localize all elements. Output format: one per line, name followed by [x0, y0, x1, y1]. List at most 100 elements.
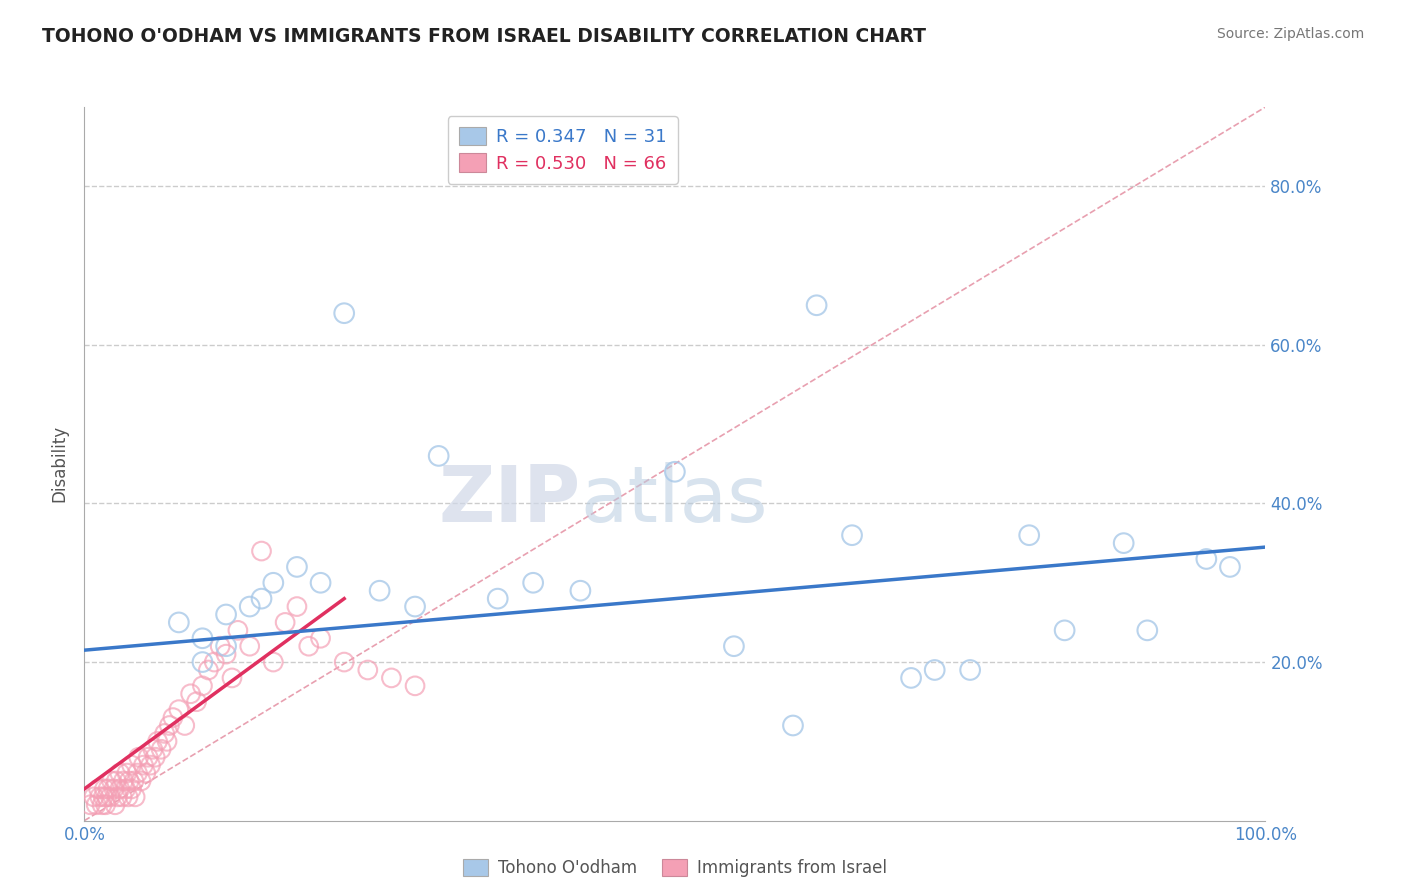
Point: [79, 797, 101, 812]
Point: [723, 639, 745, 653]
Point: [486, 591, 509, 606]
Point: [94, 797, 117, 812]
Point: [191, 632, 214, 646]
Point: [427, 449, 450, 463]
Point: [250, 544, 273, 558]
Point: [96, 789, 118, 804]
Point: [664, 465, 686, 479]
Point: [285, 560, 308, 574]
Point: [368, 583, 391, 598]
Point: [357, 663, 380, 677]
Point: [191, 655, 214, 669]
Point: [239, 599, 262, 614]
Point: [129, 774, 152, 789]
Point: [143, 750, 166, 764]
Point: [98, 789, 121, 804]
Point: [1136, 624, 1159, 638]
Point: [83, 789, 105, 804]
Point: [221, 671, 243, 685]
Point: [107, 789, 129, 804]
Point: [108, 781, 131, 796]
Point: [115, 766, 138, 780]
Point: [333, 306, 356, 320]
Point: [1112, 536, 1135, 550]
Point: [100, 774, 122, 789]
Point: [89, 789, 111, 804]
Point: [87, 781, 110, 796]
Point: [1018, 528, 1040, 542]
Point: [404, 599, 426, 614]
Point: [191, 679, 214, 693]
Point: [180, 687, 202, 701]
Point: [167, 703, 190, 717]
Point: [112, 774, 135, 789]
Point: [91, 797, 114, 812]
Point: [262, 655, 284, 669]
Point: [150, 742, 173, 756]
Point: [1219, 560, 1241, 574]
Point: [136, 750, 159, 764]
Point: [118, 774, 141, 789]
Point: [262, 575, 284, 590]
Point: [153, 726, 176, 740]
Point: [108, 766, 131, 780]
Point: [128, 750, 150, 764]
Point: [309, 575, 332, 590]
Point: [522, 575, 544, 590]
Point: [1053, 624, 1076, 638]
Point: [91, 789, 114, 804]
Point: [274, 615, 297, 630]
Point: [806, 298, 828, 312]
Text: ZIP: ZIP: [439, 461, 581, 538]
Point: [93, 781, 115, 796]
Point: [97, 781, 120, 796]
Point: [924, 663, 946, 677]
Point: [202, 655, 225, 669]
Point: [250, 591, 273, 606]
Point: [226, 624, 249, 638]
Point: [298, 639, 321, 653]
Point: [1195, 552, 1218, 566]
Point: [127, 766, 149, 780]
Point: [121, 781, 143, 796]
Point: [285, 599, 308, 614]
Point: [239, 639, 262, 653]
Point: [105, 774, 128, 789]
Point: [173, 718, 195, 732]
Point: [103, 781, 125, 796]
Point: [167, 615, 190, 630]
Point: [215, 607, 238, 622]
Text: atlas: atlas: [581, 461, 768, 538]
Point: [146, 734, 169, 748]
Point: [157, 718, 180, 732]
Point: [404, 679, 426, 693]
Point: [124, 789, 146, 804]
Point: [309, 632, 332, 646]
Point: [900, 671, 922, 685]
Point: [121, 758, 143, 772]
Point: [139, 758, 162, 772]
Point: [333, 655, 356, 669]
Point: [104, 797, 127, 812]
Point: [209, 639, 232, 653]
Point: [114, 781, 136, 796]
Point: [111, 789, 134, 804]
Point: [142, 742, 165, 756]
Point: [186, 695, 208, 709]
Y-axis label: Disability: Disability: [51, 425, 69, 502]
Point: [782, 718, 804, 732]
Point: [117, 789, 139, 804]
Point: [132, 758, 155, 772]
Point: [135, 766, 157, 780]
Point: [162, 710, 184, 724]
Point: [569, 583, 592, 598]
Point: [841, 528, 863, 542]
Point: [156, 734, 179, 748]
Text: TOHONO O'ODHAM VS IMMIGRANTS FROM ISRAEL DISABILITY CORRELATION CHART: TOHONO O'ODHAM VS IMMIGRANTS FROM ISRAEL…: [42, 27, 927, 45]
Text: Source: ZipAtlas.com: Source: ZipAtlas.com: [1216, 27, 1364, 41]
Point: [84, 797, 107, 812]
Point: [380, 671, 402, 685]
Legend: Tohono O'odham, Immigrants from Israel: Tohono O'odham, Immigrants from Israel: [456, 852, 894, 884]
Point: [959, 663, 981, 677]
Point: [122, 774, 145, 789]
